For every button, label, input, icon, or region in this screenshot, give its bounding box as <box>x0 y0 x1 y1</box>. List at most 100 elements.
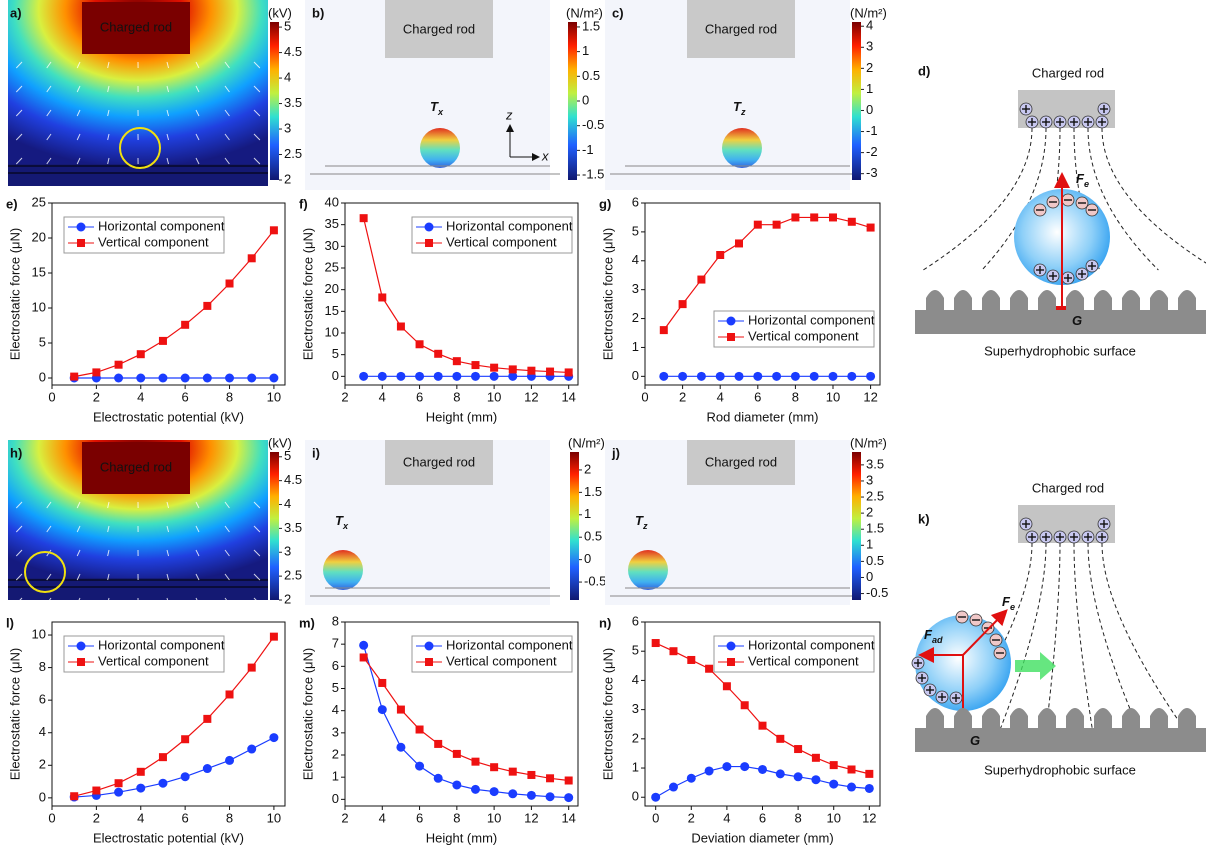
y-tick-label: 7 <box>332 636 339 651</box>
panel-label: b) <box>312 5 324 20</box>
rod-label: Charged rod <box>1032 65 1104 80</box>
x-axis-label: Height (mm) <box>426 409 498 424</box>
legend-marker <box>727 642 736 651</box>
data-point <box>697 372 706 381</box>
x-tick-label: 10 <box>826 810 840 825</box>
rod-label: Charged rod <box>100 459 172 474</box>
surface-pillar <box>1038 290 1056 310</box>
data-point <box>359 641 368 650</box>
data-point <box>181 321 189 329</box>
legend-label: Horizontal component <box>748 637 875 652</box>
colorbar-tick-label: -0.5 <box>584 573 606 588</box>
data-point <box>735 239 743 247</box>
data-point <box>705 766 714 775</box>
y-tick-label: 8 <box>39 659 46 674</box>
colorbar-tick-label: -0.5 <box>582 117 604 132</box>
data-point <box>360 653 368 661</box>
data-point <box>565 368 573 376</box>
subscript: x <box>437 107 444 117</box>
x-axis-label: Deviation diameter (mm) <box>691 830 833 845</box>
data-point <box>527 771 535 779</box>
data-point <box>759 722 767 730</box>
colorbar-tick-label: 2 <box>866 505 873 520</box>
colorbar-tick-label: -1 <box>582 142 594 157</box>
colorbar-tick-label: 1 <box>582 43 589 58</box>
data-point <box>203 764 212 773</box>
y-tick-label: 6 <box>332 658 339 673</box>
colorbar-tick-label: 4 <box>866 18 873 33</box>
colorbar-tick-label: 0 <box>866 102 873 117</box>
series-line <box>364 657 569 780</box>
data-point <box>791 372 800 381</box>
x-tick-label: 6 <box>416 389 423 404</box>
legend-marker <box>77 223 86 232</box>
data-point <box>753 372 762 381</box>
data-point <box>687 774 696 783</box>
x-tick-label: 8 <box>453 810 460 825</box>
data-point <box>378 679 386 687</box>
data-point <box>812 754 820 762</box>
subscript: z <box>740 107 746 117</box>
surface-pillar <box>1010 290 1028 310</box>
colorbar-tick-label: 0 <box>582 92 589 107</box>
data-point <box>92 787 100 795</box>
y-tick-label: 3 <box>632 701 639 716</box>
data-point <box>772 372 781 381</box>
data-point <box>810 213 818 221</box>
data-point <box>434 774 443 783</box>
data-point <box>115 779 123 787</box>
y-axis-label: Electrostatic force (μN) <box>300 228 315 360</box>
data-point <box>490 364 498 372</box>
data-point <box>865 770 873 778</box>
data-point <box>181 735 189 743</box>
data-point <box>705 665 713 673</box>
panel-label: k) <box>918 511 930 526</box>
x-tick-label: 0 <box>48 389 55 404</box>
data-point <box>378 293 386 301</box>
x-axis-label: Height (mm) <box>426 830 498 845</box>
y-tick-label: 0 <box>39 369 46 384</box>
x-tick-label: 14 <box>561 389 575 404</box>
legend-label: Horizontal component <box>98 218 225 233</box>
data-point <box>546 368 554 376</box>
colorbar <box>270 22 279 180</box>
y-tick-label: 15 <box>32 264 46 279</box>
y-tick-label: 5 <box>39 334 46 349</box>
data-point <box>226 690 234 698</box>
droplet <box>628 550 668 590</box>
colorbar-tick-label: 0.5 <box>866 553 884 568</box>
data-point <box>70 373 78 381</box>
surface-pillar <box>1122 708 1140 728</box>
y-tick-label: 3 <box>632 281 639 296</box>
data-point <box>203 374 212 383</box>
data-point <box>716 251 724 259</box>
data-point <box>453 750 461 758</box>
y-tick-label: 0 <box>332 368 339 383</box>
data-point <box>564 793 573 802</box>
surface-pillar <box>1150 290 1168 310</box>
panel-label: a) <box>10 5 22 20</box>
y-tick-label: 1 <box>632 339 639 354</box>
surface-pillar <box>1178 290 1196 310</box>
data-point <box>722 762 731 771</box>
colorbar-tick-label: -0.5 <box>866 585 888 600</box>
x-tick-label: 4 <box>137 810 144 825</box>
y-tick-label: 0 <box>332 791 339 806</box>
y-tick-label: 25 <box>32 194 46 209</box>
data-point <box>565 777 573 785</box>
y-tick-label: 0 <box>632 789 639 804</box>
data-point <box>225 756 234 765</box>
x-tick-label: 14 <box>561 810 575 825</box>
colorbar-tick-label: 4.5 <box>284 44 302 59</box>
legend-label: Vertical component <box>446 234 557 249</box>
data-point <box>137 768 145 776</box>
y-tick-label: 2 <box>632 730 639 745</box>
y-tick-label: 6 <box>632 194 639 209</box>
y-tick-label: 5 <box>332 680 339 695</box>
data-point <box>248 664 256 672</box>
data-point <box>810 372 819 381</box>
x-axis-label: Electrostatic potential (kV) <box>93 830 244 845</box>
colorbar <box>852 22 861 180</box>
colorbar-tick-label: 1 <box>866 537 873 552</box>
colorbar-tick-label: 2 <box>284 171 291 186</box>
